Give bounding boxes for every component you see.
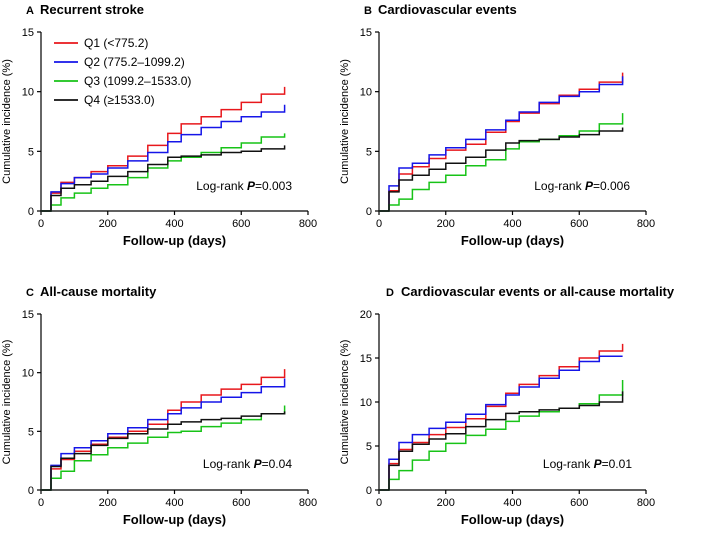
x-tick-label: 800 [299,218,317,230]
panel-c: C All-cause mortality [26,284,157,299]
plot-b: 0 200 400 600 800 0 5 10 15 Follow-up (days) Cumul… [339,27,655,248]
legend-label: Q2 (775.2–1099.2) [84,55,185,69]
series-line [379,127,624,212]
panel-a-letter: A [26,5,34,17]
y-tick-label: 20 [360,309,372,321]
y-tick-label: 5 [366,146,372,158]
series-line [41,86,286,212]
y-tick-label: 10 [22,368,34,380]
panel-a: A Recurrent stroke [26,2,144,17]
logrank-annotation: Log-rank P=0.003 [196,179,292,193]
y-tick-label: 15 [22,309,34,321]
y-tick-label: 10 [22,87,34,99]
x-tick-label: 600 [232,218,250,230]
series-line [41,145,286,212]
plot-a: 0 200 400 600 800 0 5 10 15 Follow-up (days) Cumul… [1,27,317,248]
y-tick-label: 15 [22,27,34,39]
x-tick-label: 800 [637,497,655,509]
panel-b-title: Cardiovascular events [378,2,517,17]
y-axis-title: Cumulative incidence (%) [339,59,351,184]
y-tick-label: 0 [366,206,372,218]
y-tick-label: 5 [366,441,372,453]
panel-b-letter: B [364,5,372,17]
x-tick-label: 0 [376,218,382,230]
x-axis-title: Follow-up (days) [461,233,564,248]
logrank-annotation: Log-rank P=0.01 [543,457,632,471]
panel-a-title: Recurrent stroke [40,2,144,17]
x-tick-label: 800 [299,497,317,509]
panel-d-letter: D [386,287,394,299]
y-tick-label: 0 [366,485,372,497]
x-tick-label: 600 [570,497,588,509]
plot-d: 0 200 400 600 800 0 5 10 15 20 Follow-up (days) Cum… [339,309,655,527]
logrank-annotation: Log-rank P=0.04 [203,457,292,471]
x-tick-label: 400 [165,218,183,230]
x-tick-label: 200 [437,218,455,230]
panel-d: D Cardiovascular events or all-cause mor… [386,284,675,299]
legend: Q1 (<775.2) Q2 (775.2–1099.2) Q3 (1099.2–1… [54,36,191,107]
x-tick-label: 200 [99,218,117,230]
x-tick-label: 0 [38,497,44,509]
y-tick-label: 0 [28,485,34,497]
series-line [41,378,286,491]
series-line [41,104,286,212]
x-tick-label: 800 [637,218,655,230]
x-tick-label: 400 [503,218,521,230]
x-tick-label: 0 [38,218,44,230]
y-tick-label: 5 [28,146,34,158]
y-axis-title: Cumulative incidence (%) [339,340,351,465]
y-tick-label: 10 [360,397,372,409]
panel-b: B Cardiovascular events [364,2,517,17]
legend-label: Q4 (≥1533.0) [84,93,155,107]
y-axis-title: Cumulative incidence (%) [1,59,13,184]
y-axis-title: Cumulative incidence (%) [1,340,13,465]
plot-c: 0 200 400 600 800 0 5 10 15 Follow-up (days) Cumul… [1,309,317,527]
panel-d-title: Cardiovascular events or all-cause morta… [401,284,675,299]
x-axis-title: Follow-up (days) [461,512,564,527]
x-axis-title: Follow-up (days) [123,512,226,527]
series-line [379,76,624,212]
legend-label: Q1 (<775.2) [84,36,148,50]
series-line [379,355,623,491]
series-line [379,391,624,491]
legend-label: Q3 (1099.2–1533.0) [84,74,191,88]
x-tick-label: 400 [503,497,521,509]
x-tick-label: 600 [232,497,250,509]
panel-c-letter: C [26,287,34,299]
y-tick-label: 15 [360,27,372,39]
y-tick-label: 10 [360,87,372,99]
y-tick-label: 5 [28,426,34,438]
x-axis-title: Follow-up (days) [123,233,226,248]
y-tick-label: 0 [28,206,34,218]
panel-c-title: All-cause mortality [40,284,157,299]
series-line [41,405,286,491]
y-tick-label: 15 [360,353,372,365]
x-tick-label: 600 [570,218,588,230]
series-line [379,113,624,212]
x-tick-label: 400 [165,497,183,509]
x-tick-label: 0 [376,497,382,509]
x-tick-label: 200 [437,497,455,509]
logrank-annotation: Log-rank P=0.006 [534,179,630,193]
x-tick-label: 200 [99,497,117,509]
series-line [41,411,286,491]
